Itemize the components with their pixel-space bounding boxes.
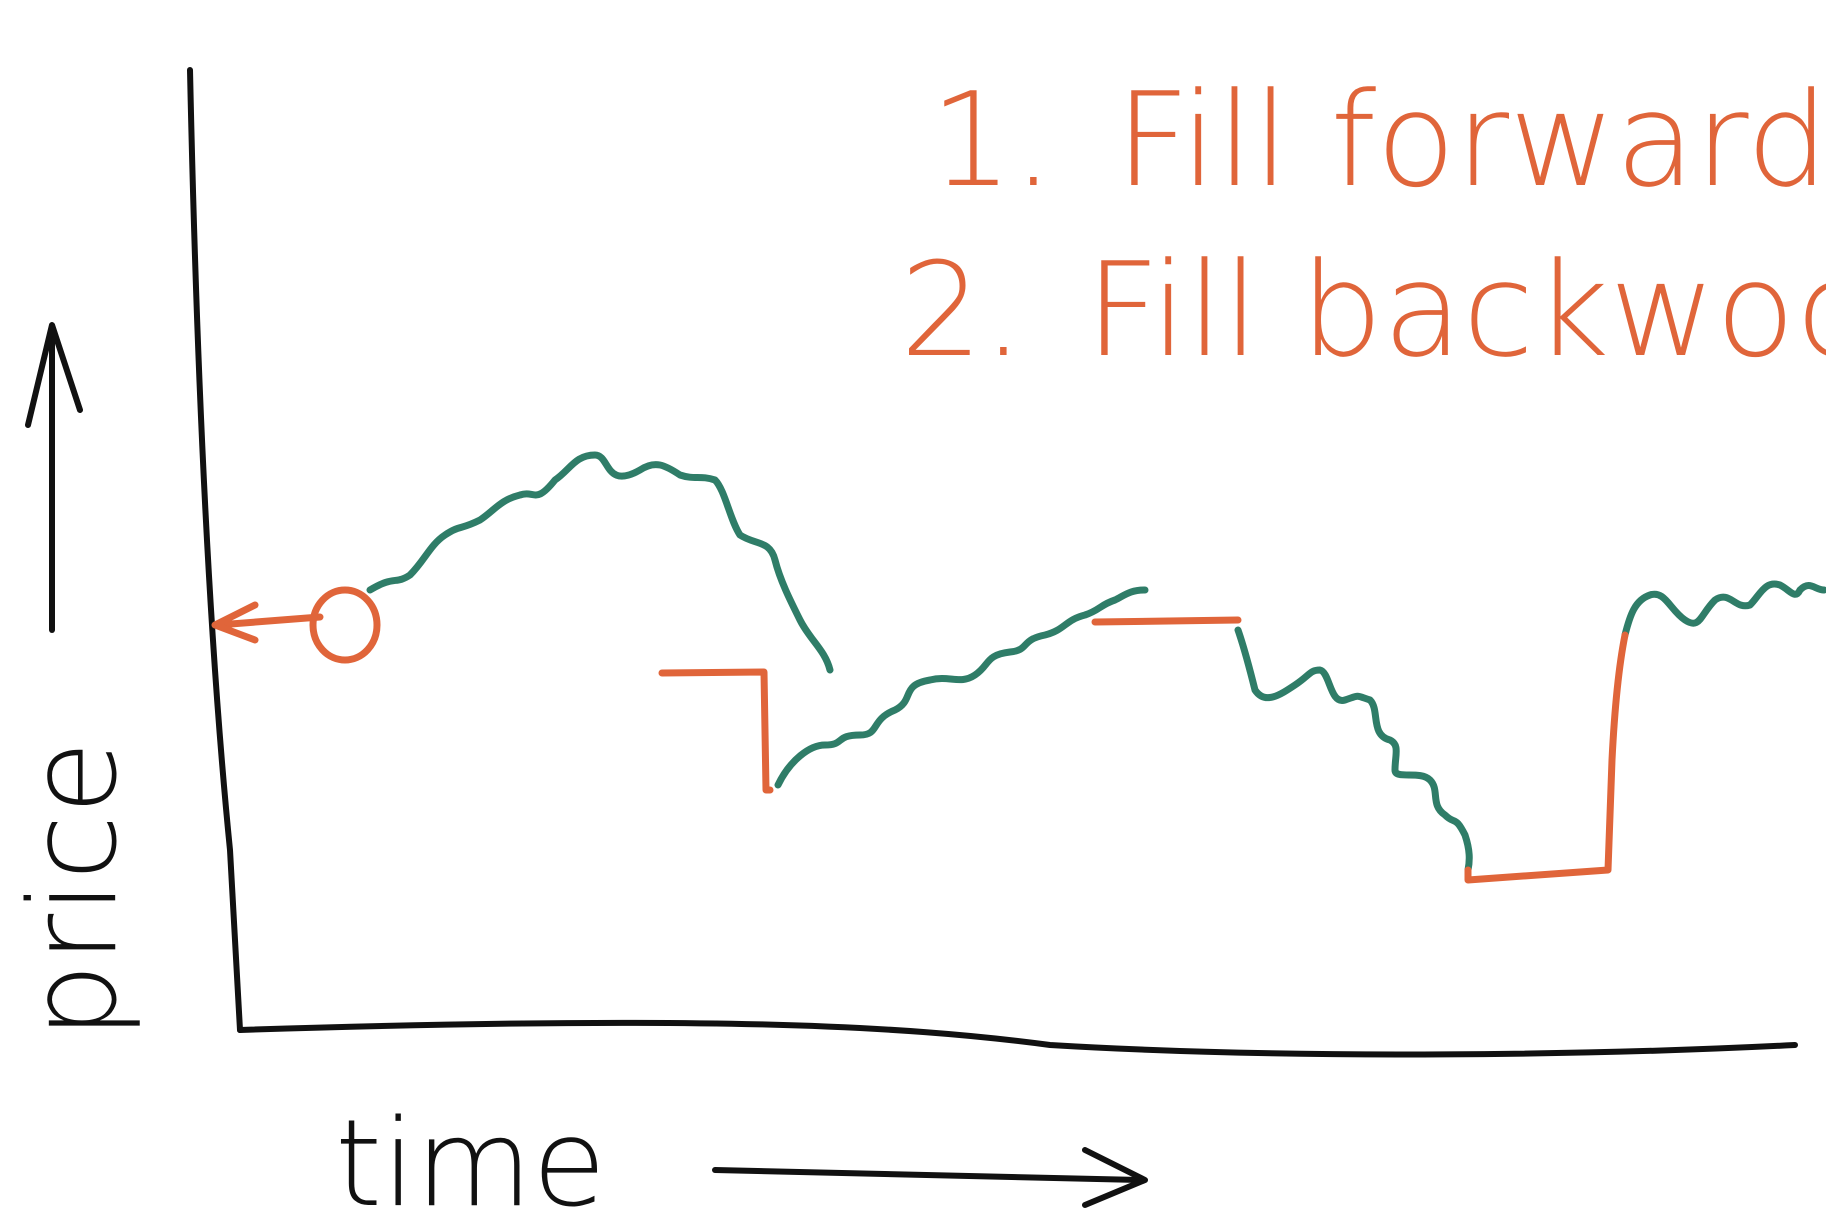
arrow-right-icon xyxy=(712,1147,1148,1208)
first-observation-marker xyxy=(309,586,381,664)
legend-item-fill-backward: 2. Fill backwod xyxy=(900,234,1826,386)
filled-segment xyxy=(658,668,774,794)
filled-segment xyxy=(1091,616,1242,626)
legend-item-fill-forward: 1. Fill forward xyxy=(930,64,1826,216)
axes xyxy=(187,67,1798,1058)
observed-segment xyxy=(366,451,834,674)
x-axis-line xyxy=(237,1019,1798,1058)
y-axis-line xyxy=(187,67,243,1033)
arrow-left-icon xyxy=(211,601,259,644)
observed-series xyxy=(366,451,1826,874)
filled-series xyxy=(214,613,1629,884)
x-axis-label: time xyxy=(335,1095,606,1226)
arrow-up-icon xyxy=(25,322,83,633)
y-axis-label: price xyxy=(5,741,144,1040)
legend-item-number: 2. xyxy=(900,234,1024,386)
back-fill-segment xyxy=(214,613,324,629)
legend-item-text: Fill backwod xyxy=(1085,234,1826,386)
filled-segment xyxy=(1464,631,1629,884)
observed-segment xyxy=(774,586,1149,789)
observed-segment xyxy=(1234,626,1473,874)
legend-item-number: 1. xyxy=(930,64,1054,216)
observed-segment xyxy=(1621,580,1826,639)
legend-item-text: Fill forward xyxy=(1115,64,1826,216)
